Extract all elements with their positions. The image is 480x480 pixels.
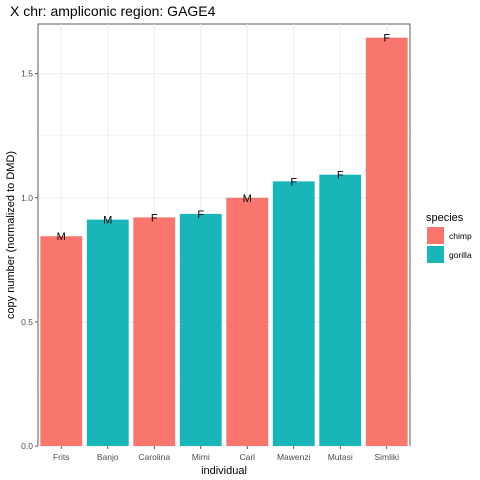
- x-tick-label-frits: Frits: [53, 452, 70, 462]
- y-tick-label: 0.5: [21, 317, 33, 327]
- bar-mawenzi: [272, 181, 315, 447]
- x-axis-title: individual: [201, 465, 247, 477]
- chart-title: X chr: ampliconic region: GAGE4: [10, 3, 216, 19]
- bar-label-carolina: F: [151, 212, 158, 224]
- bar-carolina: [133, 217, 176, 446]
- y-tick-label: 1.5: [21, 69, 33, 79]
- legend: species chimp gorilla: [426, 212, 472, 263]
- bar-mimi: [179, 213, 222, 446]
- bar-label-simliki: F: [383, 33, 390, 45]
- bar-label-frits: M: [57, 231, 66, 243]
- legend-label-chimp: chimp: [449, 231, 472, 241]
- bar-label-mawenzi: F: [290, 176, 297, 188]
- legend-swatch-chimp: [427, 227, 444, 244]
- bar-mutasi: [319, 174, 362, 446]
- bar-frits: [40, 236, 83, 446]
- legend-swatch-gorilla: [427, 246, 444, 263]
- y-tick-label: 1.0: [21, 193, 33, 203]
- y-axis-title: copy number (normalized to DMD): [5, 151, 17, 319]
- bar-label-mimi: F: [197, 209, 204, 221]
- x-tick-label-mutasi: Mutasi: [328, 452, 353, 462]
- x-tick-label-simliki: Simliki: [374, 452, 399, 462]
- x-tick-label-banjo: Banjo: [97, 452, 119, 462]
- x-tick-label-carl: Carl: [239, 452, 255, 462]
- legend-label-gorilla: gorilla: [449, 250, 472, 260]
- legend-title: species: [426, 212, 464, 224]
- x-axis: Frits Banjo Carolina Mimi Carl Mawenzi Mutasi S…: [53, 446, 399, 462]
- bar-labels: M M F F M F F F: [57, 33, 391, 244]
- bar-label-mutasi: F: [337, 170, 344, 182]
- x-tick-label-mawenzi: Mawenzi: [277, 452, 311, 462]
- bar-simliki: [365, 37, 408, 446]
- y-axis: 0.0 0.5 1.0 1.5: [21, 69, 38, 451]
- bars: [40, 37, 408, 447]
- y-tick-label: 0.0: [21, 441, 33, 451]
- bar-banjo: [86, 219, 129, 446]
- bar-carl: [226, 197, 269, 446]
- bar-label-carl: M: [243, 193, 252, 205]
- x-tick-label-mimi: Mimi: [192, 452, 210, 462]
- x-tick-label-carolina: Carolina: [138, 452, 170, 462]
- bar-label-banjo: M: [103, 215, 112, 227]
